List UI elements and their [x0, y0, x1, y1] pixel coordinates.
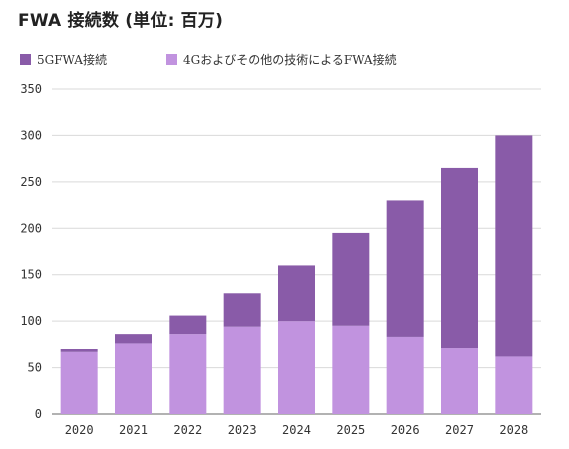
x-tick-label: 2021 [119, 423, 148, 437]
bar-4g-2021 [115, 343, 152, 414]
y-tick-label: 50 [28, 361, 42, 375]
legend-swatch-5g [20, 53, 31, 65]
bar-4g-2025 [332, 325, 370, 414]
bar-5g-2025 [332, 232, 370, 326]
bar-4g-2020 [60, 351, 98, 414]
x-tick-label: 2026 [391, 423, 420, 437]
bar-4g-2024 [278, 321, 315, 414]
x-tick-label: 2028 [499, 423, 528, 437]
bar-4g-2027 [441, 348, 478, 414]
bar-5g-2023 [223, 293, 261, 327]
y-tick-label: 350 [20, 82, 42, 96]
legend-item-4g: 4Gおよびその他の技術によるFWA接続 [166, 50, 397, 68]
legend-swatch-4g [166, 53, 177, 65]
bar-4g-2026 [386, 336, 424, 414]
bar-5g-2024 [278, 265, 315, 322]
bar-5g-2020 [60, 349, 98, 352]
y-tick-label: 150 [20, 268, 42, 282]
legend-label-4g: 4Gおよびその他の技術によるFWA接続 [183, 52, 397, 67]
legend-label-5g: 5GFWA接続 [37, 52, 107, 67]
y-tick-label: 200 [20, 221, 42, 235]
bar-4g-2023 [223, 326, 261, 414]
bar-5g-2028 [495, 135, 533, 357]
chart-title: FWA 接続数 (単位: 百万) [18, 11, 224, 31]
y-tick-label: 100 [20, 314, 42, 328]
bar-4g-2028 [495, 356, 533, 414]
y-tick-label: 300 [20, 128, 42, 142]
x-tick-label: 2023 [228, 423, 257, 437]
bar-5g-2027 [441, 167, 478, 349]
y-tick-label: 0 [35, 407, 42, 421]
x-tick-label: 2027 [445, 423, 474, 437]
bar-5g-2026 [386, 200, 424, 337]
y-tick-label: 250 [20, 175, 42, 189]
x-tick-label: 2022 [173, 423, 202, 437]
x-tick-label: 2024 [282, 423, 311, 437]
legend-item-5g: 5GFWA接続 [20, 50, 107, 68]
bar-4g-2022 [169, 334, 207, 414]
bar-5g-2022 [169, 315, 207, 335]
bar-5g-2021 [115, 334, 152, 344]
x-tick-label: 2025 [336, 423, 365, 437]
x-tick-label: 2020 [65, 423, 94, 437]
